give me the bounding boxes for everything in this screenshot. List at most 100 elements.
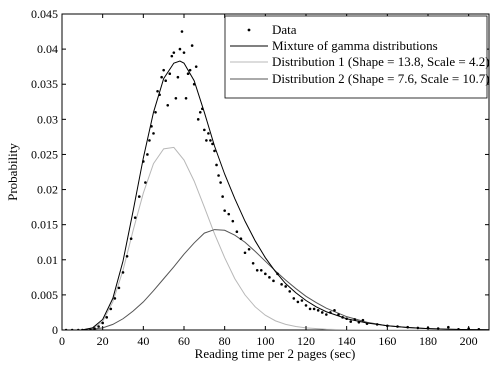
y-tick-label: 0 (52, 323, 58, 337)
data-point (176, 75, 180, 79)
x-tick-label: 140 (338, 334, 356, 348)
data-point (312, 307, 316, 311)
data-point (353, 318, 357, 321)
data-point (121, 271, 125, 274)
data-point (276, 272, 279, 276)
plot-frame (61, 13, 490, 331)
data-point (219, 181, 222, 184)
data-point (264, 272, 267, 276)
data-point (148, 139, 151, 142)
legend: Data Mixture of gamma distributions Dist… (224, 15, 490, 99)
data-point (447, 325, 450, 329)
data-point (207, 132, 210, 135)
data-point (235, 230, 239, 233)
data-point (152, 132, 155, 135)
data-point (213, 149, 216, 153)
data-point (162, 68, 165, 72)
distribution-1-line (62, 146, 489, 330)
data-point (168, 72, 172, 75)
y-tick-label: 0.035 (31, 77, 58, 91)
data-point (158, 93, 161, 97)
x-tick-label: 100 (256, 334, 274, 348)
x-tick-label: 80 (219, 334, 231, 348)
data-point (396, 325, 399, 328)
x-tick-label: 60 (178, 334, 190, 348)
data-point (188, 68, 192, 72)
data-point (164, 79, 167, 83)
data-point (300, 299, 304, 302)
data-point (211, 142, 214, 146)
data-point (172, 51, 176, 54)
data-point (166, 103, 170, 107)
data-point (477, 328, 481, 330)
mixture-line (62, 60, 489, 330)
y-tick-label: 0.025 (31, 147, 58, 161)
data-point (105, 316, 109, 319)
data-point (186, 72, 190, 75)
data-point (268, 276, 271, 279)
data-point (316, 309, 320, 312)
data-point (209, 139, 212, 142)
data-point (170, 54, 174, 58)
data-point (117, 286, 121, 290)
y-tick-label: 0.005 (31, 288, 58, 302)
y-tick-label: 0.03 (37, 112, 58, 126)
data-point (333, 309, 336, 312)
data-point (182, 51, 186, 54)
data-point (89, 328, 92, 330)
x-tick-label: 180 (419, 334, 437, 348)
legend-entry-dist1: Distribution 1 (Shape = 13.8, Scale = 4.… (230, 54, 490, 69)
data-point (81, 328, 84, 330)
y-tick-label: 0.02 (37, 183, 58, 197)
data-point (231, 219, 235, 223)
x-tick-label: 120 (297, 334, 315, 348)
data-point (137, 195, 141, 198)
data-point (146, 153, 149, 156)
data-point (174, 96, 178, 100)
legend-data-label: Data (272, 22, 297, 37)
data-point (247, 247, 251, 251)
data-point (196, 118, 200, 121)
data-point (259, 269, 263, 272)
data-point (345, 317, 348, 321)
legend-entry-data: Data (247, 22, 297, 37)
data-point (150, 125, 153, 128)
data-point (129, 237, 133, 241)
data-point (190, 44, 194, 47)
data-point (255, 269, 259, 272)
y-tick-label: 0.01 (37, 253, 58, 267)
data-point (142, 160, 145, 163)
legend-dist1-label: Distribution 1 (Shape = 13.8, Scale = 4.… (272, 54, 490, 69)
legend-box (224, 15, 488, 99)
data-point (243, 251, 247, 255)
data-point (284, 285, 287, 288)
data-point (101, 321, 104, 325)
data-point (198, 111, 202, 114)
data-point (194, 65, 198, 68)
legend-data-marker (247, 28, 251, 32)
x-axis-label: Reading time per 2 pages (sec) (195, 346, 356, 361)
data-point (239, 237, 243, 241)
data-point (337, 313, 340, 316)
data-point (365, 322, 369, 325)
data-point (205, 139, 208, 142)
data-point (406, 325, 409, 329)
legend-dist2-label: Distribution 2 (Shape = 7.6, Scale = 10.… (272, 71, 490, 86)
data-point (180, 30, 184, 33)
x-tick-label: 40 (137, 334, 149, 348)
data-point (97, 325, 100, 328)
data-point (76, 328, 80, 330)
data-point (133, 216, 137, 219)
data-point (304, 304, 308, 307)
data-point (203, 128, 206, 132)
data-point (109, 307, 113, 311)
data-point (125, 254, 129, 258)
data-point (272, 279, 275, 283)
data-point (416, 326, 420, 330)
data-point (221, 195, 224, 198)
y-tick-label: 0.045 (31, 7, 58, 21)
data-point (154, 111, 157, 114)
data-point (93, 327, 96, 330)
x-tick-label: 20 (97, 334, 109, 348)
